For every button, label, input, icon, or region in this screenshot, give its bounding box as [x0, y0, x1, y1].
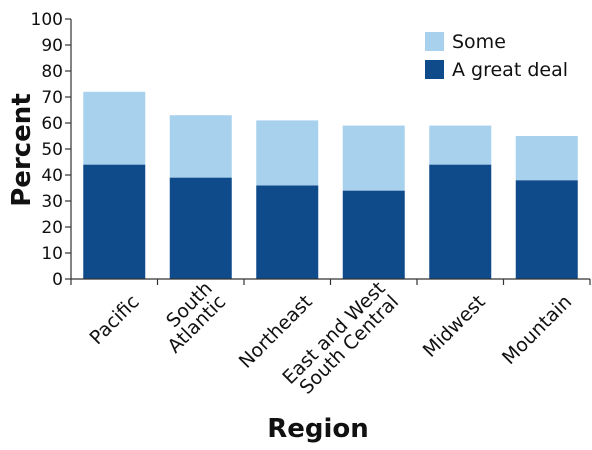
legend-label-some: Some: [452, 31, 506, 53]
x-axis-title: Region: [267, 414, 369, 444]
y-axis-title: Percent: [7, 93, 37, 207]
bars-group: [83, 91, 578, 279]
y-axis: 0 10 20 30 40 50 60 70 80 90 100: [31, 10, 72, 290]
bar-some-3: [342, 125, 405, 191]
x-tick-label: SouthAtlantic: [150, 277, 230, 357]
legend: Some A great deal: [425, 31, 568, 81]
y-tick-label: 40: [41, 166, 63, 186]
bar-a-great-deal-0: [83, 164, 146, 279]
legend-swatch-some: [425, 32, 444, 51]
y-tick-label: 90: [41, 36, 63, 56]
legend-swatch-a-great-deal: [425, 60, 444, 79]
x-tick-label: Pacific: [85, 291, 143, 349]
y-tick-label: 50: [41, 140, 63, 160]
y-tick-label: 100: [31, 10, 63, 30]
y-tick-label: 70: [41, 88, 63, 108]
y-tick-label: 60: [41, 114, 63, 134]
bar-a-great-deal-5: [515, 180, 578, 279]
y-tick-label: 10: [41, 244, 63, 264]
bar-a-great-deal-4: [429, 164, 492, 279]
legend-label-a-great-deal: A great deal: [452, 59, 568, 81]
y-tick-label: 30: [41, 192, 63, 212]
bar-a-great-deal-3: [342, 190, 405, 279]
x-tick-label: Midwest: [419, 291, 490, 362]
y-tick-label: 0: [52, 270, 63, 290]
bar-some-0: [83, 91, 146, 165]
bar-a-great-deal-1: [169, 177, 232, 279]
bar-some-4: [429, 125, 492, 165]
y-tick-label: 80: [41, 62, 63, 82]
y-tick-label: 20: [41, 218, 63, 238]
bar-some-2: [256, 120, 319, 186]
bar-some-5: [515, 136, 578, 181]
bar-some-1: [169, 115, 232, 178]
bar-a-great-deal-2: [256, 185, 319, 279]
x-tick-label: Mountain: [498, 291, 576, 369]
